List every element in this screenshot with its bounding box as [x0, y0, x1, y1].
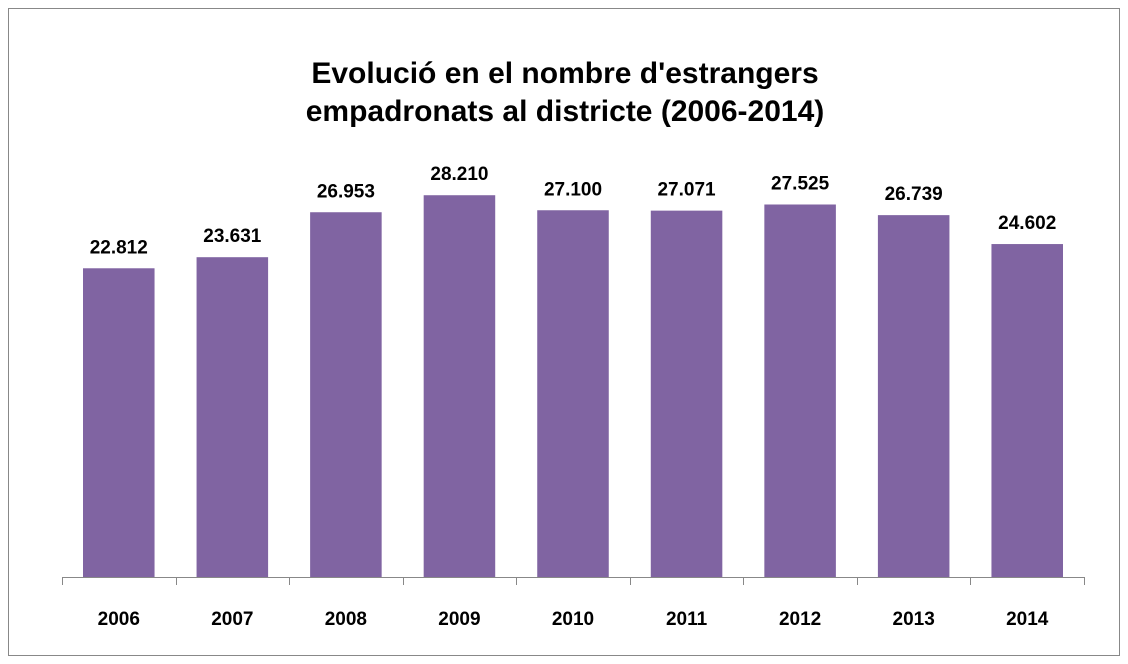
x-tick-label: 2014: [1006, 609, 1049, 630]
x-tick-label: 2013: [893, 609, 935, 630]
x-tick-label: 2010: [552, 609, 594, 630]
value-label: 26.953: [317, 181, 375, 202]
chart-title: Evolució en el nombre d'estrangers: [311, 57, 818, 90]
value-label: 23.631: [203, 226, 262, 247]
x-tick-label: 2009: [438, 609, 480, 630]
bar: [877, 215, 950, 577]
bar: [991, 244, 1063, 578]
bar: [650, 210, 723, 577]
bar: [310, 212, 382, 577]
bar: [423, 195, 496, 577]
value-label: 24.602: [998, 213, 1056, 234]
bar: [196, 257, 269, 577]
value-label: 27.525: [771, 174, 830, 195]
chart-title: empadronats al districte (2006-2014): [306, 95, 825, 128]
bar: [83, 268, 155, 577]
value-label: 22.812: [90, 237, 148, 258]
value-label: 27.071: [657, 180, 716, 201]
value-label: 26.739: [885, 184, 943, 205]
x-tick-label: 2011: [666, 609, 708, 630]
x-tick-label: 2008: [325, 609, 367, 630]
bar: [764, 204, 836, 577]
value-label: 27.100: [544, 179, 602, 200]
value-label: 28.210: [430, 164, 488, 185]
x-tick-label: 2007: [211, 609, 253, 630]
x-tick-label: 2012: [779, 609, 821, 630]
bar: [537, 210, 609, 577]
x-tick-label: 2006: [98, 609, 140, 630]
